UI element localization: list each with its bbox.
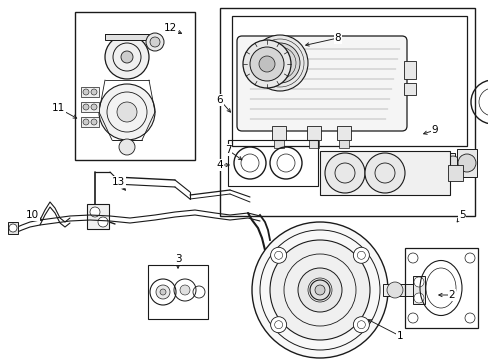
Bar	[308, 140, 318, 148]
Circle shape	[297, 268, 341, 312]
Circle shape	[270, 317, 286, 333]
Circle shape	[146, 33, 163, 51]
Bar	[81, 87, 99, 97]
Text: 13: 13	[111, 177, 124, 187]
Text: 2: 2	[448, 290, 454, 300]
Circle shape	[83, 89, 89, 95]
Bar	[87, 204, 109, 229]
Circle shape	[260, 43, 299, 83]
Text: 8: 8	[334, 33, 341, 43]
Text: 3: 3	[174, 254, 181, 264]
Circle shape	[413, 293, 423, 303]
Bar	[336, 126, 350, 140]
Text: 7: 7	[224, 145, 231, 155]
Circle shape	[407, 313, 417, 323]
Circle shape	[156, 285, 170, 299]
Circle shape	[99, 84, 155, 140]
Bar	[75, 12, 195, 160]
FancyBboxPatch shape	[237, 36, 406, 131]
Circle shape	[423, 154, 441, 172]
Circle shape	[243, 40, 290, 88]
Text: 4: 4	[216, 160, 223, 170]
Text: 5: 5	[458, 210, 465, 220]
Bar	[382, 284, 420, 296]
Bar	[81, 117, 99, 127]
Circle shape	[407, 253, 417, 263]
Text: 9: 9	[431, 125, 437, 135]
Bar	[403, 61, 415, 79]
Circle shape	[91, 119, 97, 125]
Bar	[271, 126, 285, 140]
Circle shape	[325, 153, 364, 193]
Circle shape	[386, 282, 402, 298]
Circle shape	[119, 139, 135, 155]
Circle shape	[314, 285, 325, 295]
Circle shape	[445, 156, 459, 170]
Circle shape	[457, 154, 475, 172]
Circle shape	[91, 89, 97, 95]
Bar	[81, 102, 99, 112]
Bar	[404, 248, 477, 328]
Bar	[8, 222, 18, 234]
Bar	[148, 265, 207, 319]
Text: 11: 11	[51, 103, 64, 113]
Circle shape	[83, 104, 89, 110]
Text: 6: 6	[216, 95, 223, 105]
Circle shape	[464, 253, 474, 263]
Bar	[412, 276, 424, 304]
Circle shape	[251, 222, 387, 358]
Bar	[319, 151, 449, 195]
Circle shape	[83, 119, 89, 125]
Circle shape	[98, 217, 108, 227]
Circle shape	[269, 240, 369, 340]
Circle shape	[105, 35, 149, 79]
Circle shape	[117, 102, 137, 122]
Circle shape	[270, 247, 286, 263]
Circle shape	[9, 224, 17, 232]
Circle shape	[121, 51, 133, 63]
Bar	[227, 140, 317, 186]
Text: 12: 12	[163, 23, 176, 33]
Text: 10: 10	[25, 210, 39, 220]
Circle shape	[353, 317, 368, 333]
Circle shape	[413, 277, 423, 287]
Text: 1: 1	[396, 331, 403, 341]
Circle shape	[259, 56, 274, 72]
Bar	[447, 165, 462, 181]
Circle shape	[150, 37, 160, 47]
Bar	[105, 34, 149, 40]
Bar	[220, 8, 474, 216]
Circle shape	[251, 35, 307, 91]
Bar	[306, 126, 320, 140]
Circle shape	[180, 285, 190, 295]
Bar	[231, 16, 466, 146]
Bar	[338, 140, 348, 148]
Bar	[403, 83, 415, 95]
Bar	[404, 153, 454, 175]
Circle shape	[353, 247, 368, 263]
Circle shape	[91, 104, 97, 110]
Circle shape	[364, 153, 404, 193]
Circle shape	[464, 313, 474, 323]
Bar	[456, 149, 476, 177]
Circle shape	[403, 154, 421, 172]
Circle shape	[90, 207, 100, 217]
Circle shape	[309, 280, 329, 300]
Circle shape	[249, 47, 284, 81]
Circle shape	[160, 289, 165, 295]
Bar	[273, 140, 284, 148]
Circle shape	[269, 53, 289, 73]
